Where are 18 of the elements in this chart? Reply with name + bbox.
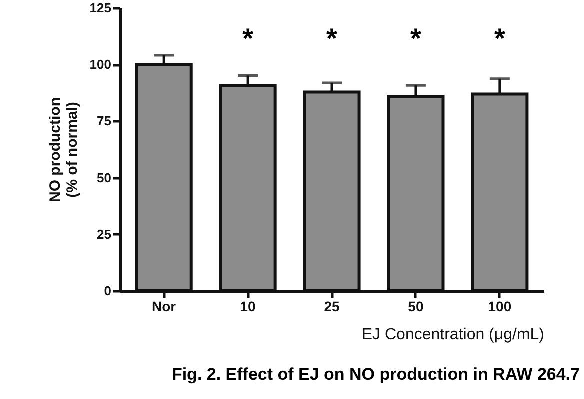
- x-tick-label: 100: [488, 298, 512, 314]
- y-tick-label: 75: [97, 114, 112, 129]
- annotation: *: [242, 23, 254, 54]
- caption: Fig. 2. Effect of EJ on NO production in RAW 264.7: [172, 365, 580, 384]
- annotation: *: [326, 23, 338, 54]
- y-tick-label: 25: [97, 226, 112, 242]
- x-tick-label: 25: [324, 298, 340, 314]
- annotation: *: [410, 23, 422, 54]
- y-tick-label: 0: [104, 284, 112, 298]
- x-tick-label: 50: [408, 298, 424, 314]
- y-tick-label: 125: [90, 0, 112, 16]
- x-axis-title: EJ Concentration (μg/mL): [362, 326, 544, 344]
- x-tick-label: 10: [240, 298, 256, 314]
- annotation: *: [494, 23, 506, 54]
- y-tick-label: 50: [97, 170, 112, 186]
- y-tick-label: 100: [90, 57, 112, 72]
- y-axis-title: NO production (% of normal): [46, 98, 81, 202]
- x-tick-label: Nor: [152, 298, 177, 314]
